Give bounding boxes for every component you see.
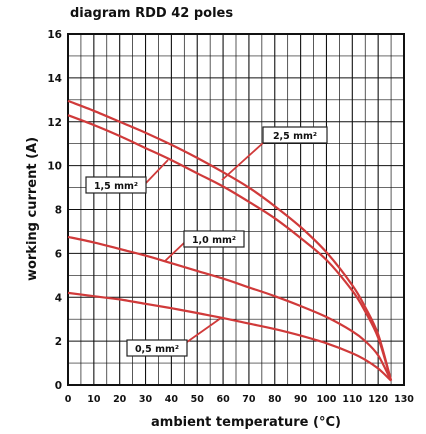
x-tick-label: 130	[394, 394, 414, 405]
x-tick-label: 30	[139, 394, 153, 405]
chart-title: diagram RDD 42 poles	[70, 6, 233, 21]
y-tick-label: 16	[47, 29, 62, 41]
series-lines	[67, 99, 393, 382]
series-line	[67, 291, 392, 382]
series-label: 1,5 mm²	[94, 181, 138, 192]
x-tick-label: 100	[317, 394, 337, 405]
series-label-leader	[164, 242, 185, 262]
x-tick-label: 120	[368, 394, 388, 405]
series-line	[67, 99, 393, 381]
y-tick-label: 0	[55, 380, 62, 392]
x-tick-label: 90	[294, 394, 308, 405]
series-label-box	[262, 126, 328, 144]
series-label-box	[183, 230, 245, 248]
x-tick-label: 10	[87, 394, 101, 405]
series-label-box	[85, 176, 147, 194]
y-tick-label: 8	[55, 205, 62, 217]
series-label: 2,5 mm²	[273, 131, 317, 142]
series-line	[67, 114, 393, 381]
x-tick-label: 80	[268, 394, 282, 405]
series-labels: 2,5 mm² 1,5 mm² 1,0 mm² 0,5 mm²	[85, 126, 328, 357]
tick-labels: 0 10 20 30 40 50 60 70 80 90 100 110 120 130 0 2 4 6 8 10 12…	[47, 29, 414, 405]
x-tick-label: 50	[191, 394, 205, 405]
grid	[67, 33, 405, 386]
y-tick-label: 6	[55, 248, 62, 260]
series-label-box	[126, 339, 188, 357]
y-axis-title: working current (A)	[25, 137, 40, 281]
series-label: 0,5 mm²	[135, 344, 179, 355]
series-label: 1,0 mm²	[192, 235, 236, 246]
x-tick-label: 40	[165, 394, 179, 405]
x-axis-title: ambient temperature (°C)	[151, 415, 341, 430]
x-tick-label: 0	[65, 394, 72, 405]
series-label-leader	[145, 159, 169, 184]
x-tick-label: 20	[113, 394, 127, 405]
series-label-leader	[186, 317, 222, 343]
y-tick-label: 2	[55, 336, 62, 348]
x-tick-label: 60	[216, 394, 230, 405]
plot-frame	[67, 33, 405, 386]
y-tick-label: 12	[47, 117, 62, 129]
y-tick-label: 10	[47, 161, 62, 173]
series-label-leader	[221, 142, 264, 181]
x-tick-label: 110	[342, 394, 362, 405]
y-tick-label: 14	[47, 73, 62, 85]
series-line	[67, 235, 393, 382]
y-tick-label: 4	[55, 292, 62, 304]
x-tick-label: 70	[242, 394, 256, 405]
